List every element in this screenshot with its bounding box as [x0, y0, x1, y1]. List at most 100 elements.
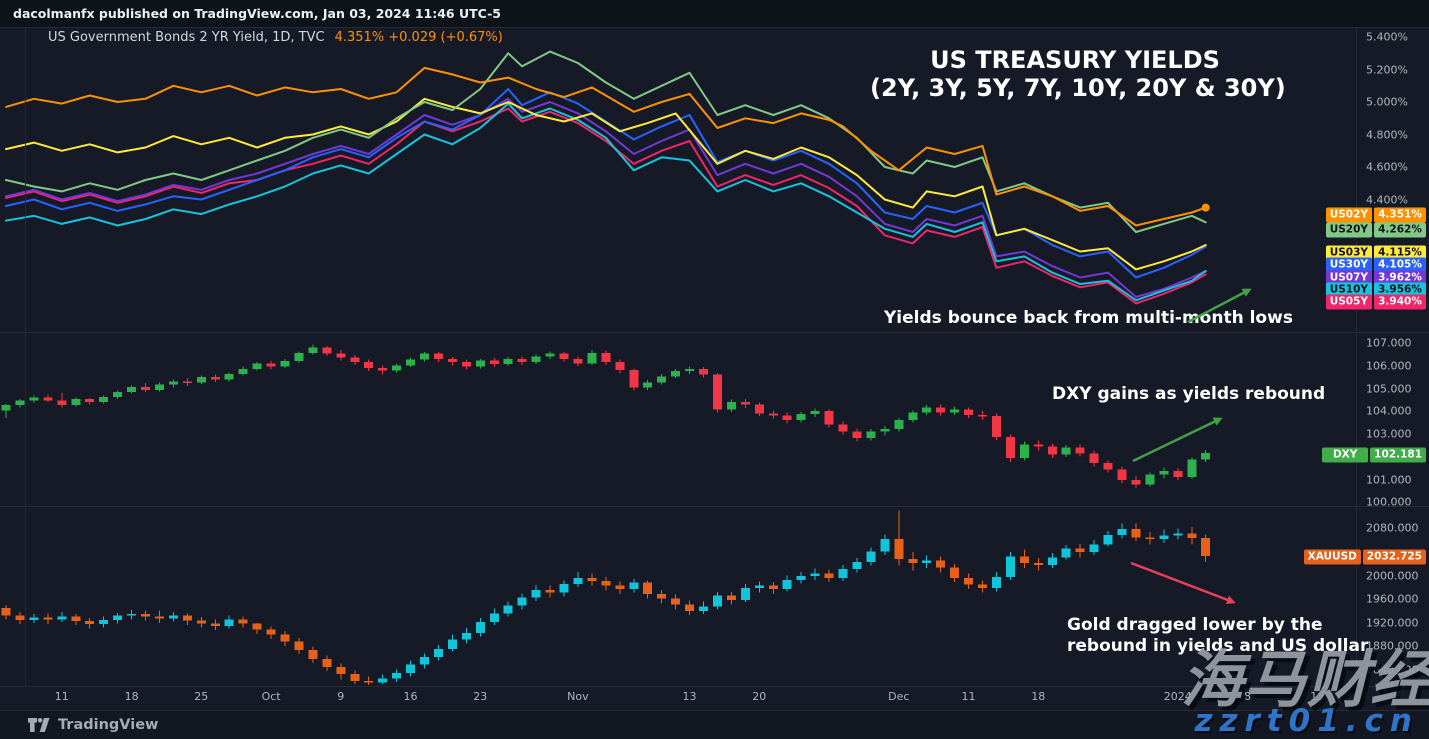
- series-line-US05Y[interactable]: [5, 107, 1207, 305]
- dxy-candle[interactable]: [280, 359, 290, 368]
- dxy-candle[interactable]: [740, 398, 750, 409]
- dxy-candle[interactable]: [461, 359, 471, 370]
- dxy-candle[interactable]: [29, 395, 39, 403]
- price-label-US07Y[interactable]: US07Y 3.962%: [1325, 270, 1426, 286]
- dxy-candle[interactable]: [266, 361, 276, 370]
- price-label-US10Y[interactable]: US10Y 3.956%: [1325, 282, 1426, 298]
- gold-candle[interactable]: [726, 592, 736, 605]
- dxy-candle[interactable]: [350, 355, 360, 365]
- dxy-candle[interactable]: [880, 426, 890, 436]
- tradingview-logo-icon[interactable]: [28, 718, 50, 732]
- dxy-candle[interactable]: [503, 356, 513, 367]
- gold-candle[interactable]: [266, 626, 276, 639]
- series-line-US10Y[interactable]: [5, 102, 1207, 302]
- gold-candle[interactable]: [503, 601, 513, 617]
- gold-candle[interactable]: [559, 580, 569, 597]
- dxy-candle[interactable]: [154, 382, 164, 392]
- gold-candle[interactable]: [1089, 540, 1099, 555]
- dxy-candle[interactable]: [964, 407, 974, 418]
- gold-candle[interactable]: [196, 616, 206, 628]
- dxy-candle[interactable]: [15, 398, 25, 408]
- gold-candle[interactable]: [657, 589, 667, 604]
- gold-candle[interactable]: [573, 572, 583, 587]
- gold-candle[interactable]: [601, 576, 611, 591]
- dxy-candle[interactable]: [782, 412, 792, 424]
- gold-candle[interactable]: [545, 585, 555, 598]
- gold-candle[interactable]: [29, 613, 39, 623]
- gold-candle[interactable]: [950, 563, 960, 583]
- dxy-candle[interactable]: [852, 428, 862, 442]
- gold-candle[interactable]: [838, 565, 848, 581]
- dxy-candlestick-panel[interactable]: [0, 332, 1357, 506]
- dxy-candle[interactable]: [587, 350, 597, 365]
- panel-divider-1[interactable]: [0, 332, 1429, 333]
- chart-legend-header[interactable]: US Government Bonds 2 YR Yield, 1D, TVC 4…: [48, 30, 503, 45]
- gold-candle[interactable]: [252, 622, 262, 635]
- dxy-candle[interactable]: [99, 395, 109, 404]
- dxy-candle[interactable]: [1075, 444, 1085, 457]
- dxy-candle[interactable]: [810, 408, 820, 418]
- dxy-candle[interactable]: [685, 366, 695, 374]
- gold-candle[interactable]: [740, 583, 750, 603]
- dxy-candle[interactable]: [615, 359, 625, 374]
- gold-candle[interactable]: [880, 534, 890, 555]
- dxy-candle[interactable]: [517, 356, 527, 365]
- gold-candle[interactable]: [99, 616, 109, 628]
- dxy-candle[interactable]: [754, 402, 764, 416]
- dxy-candle[interactable]: [1089, 450, 1099, 467]
- price-label-US20Y[interactable]: US20Y 4.262%: [1325, 222, 1426, 238]
- gold-candle[interactable]: [461, 628, 471, 644]
- gold-candle[interactable]: [866, 547, 876, 566]
- dxy-candle[interactable]: [182, 377, 192, 387]
- dxy-candle[interactable]: [447, 356, 457, 366]
- dxy-candle[interactable]: [238, 366, 248, 376]
- price-label-US30Y[interactable]: US30Y 4.105%: [1325, 257, 1426, 273]
- gold-candle[interactable]: [1019, 549, 1029, 568]
- gold-candle[interactable]: [127, 609, 137, 620]
- dxy-candle[interactable]: [336, 350, 346, 361]
- gold-candle[interactable]: [447, 634, 457, 652]
- gold-candle[interactable]: [154, 610, 164, 623]
- gold-candle[interactable]: [182, 613, 192, 626]
- gold-candle[interactable]: [308, 646, 318, 663]
- gold-candle[interactable]: [475, 618, 485, 637]
- price-label-US05Y[interactable]: US05Y 3.940%: [1325, 294, 1426, 310]
- gold-candle[interactable]: [141, 610, 150, 621]
- gold-candle[interactable]: [629, 579, 639, 593]
- gold-candle[interactable]: [908, 552, 918, 571]
- gold-candle[interactable]: [43, 613, 53, 624]
- dxy-candle[interactable]: [545, 351, 555, 360]
- gold-candle[interactable]: [71, 613, 81, 626]
- dxy-candle[interactable]: [113, 390, 123, 399]
- gold-candle[interactable]: [643, 580, 653, 599]
- gold-candle[interactable]: [350, 670, 360, 685]
- gold-candle[interactable]: [322, 655, 332, 672]
- gold-candle[interactable]: [294, 638, 304, 655]
- dxy-candle[interactable]: [1, 403, 11, 418]
- dxy-candle[interactable]: [894, 417, 904, 432]
- gold-candle[interactable]: [615, 581, 625, 594]
- gold-candle[interactable]: [1033, 557, 1043, 571]
- dxy-candle[interactable]: [671, 368, 681, 378]
- gold-candle[interactable]: [1159, 529, 1169, 544]
- gold-candle[interactable]: [15, 612, 25, 624]
- gold-candle[interactable]: [964, 573, 974, 590]
- gold-candle[interactable]: [517, 593, 527, 610]
- gold-candle[interactable]: [936, 556, 946, 573]
- dxy-candle[interactable]: [531, 354, 541, 364]
- dxy-candle[interactable]: [43, 394, 53, 402]
- gold-candle[interactable]: [336, 663, 346, 680]
- gold-candle[interactable]: [224, 615, 234, 629]
- dxy-candle[interactable]: [252, 361, 262, 371]
- symbol-description[interactable]: US Government Bonds 2 YR Yield, 1D, TVC: [48, 30, 325, 45]
- dxy-candle[interactable]: [936, 404, 946, 416]
- gold-candle[interactable]: [1131, 523, 1141, 541]
- gold-candle[interactable]: [364, 676, 374, 685]
- price-scale-divider[interactable]: [1356, 28, 1357, 710]
- gold-candle[interactable]: [1, 605, 11, 620]
- dxy-candle[interactable]: [196, 375, 206, 385]
- dxy-candle[interactable]: [294, 351, 304, 363]
- dxy-candle[interactable]: [768, 410, 778, 419]
- gold-candle[interactable]: [796, 572, 806, 584]
- dxy-candle[interactable]: [866, 429, 876, 441]
